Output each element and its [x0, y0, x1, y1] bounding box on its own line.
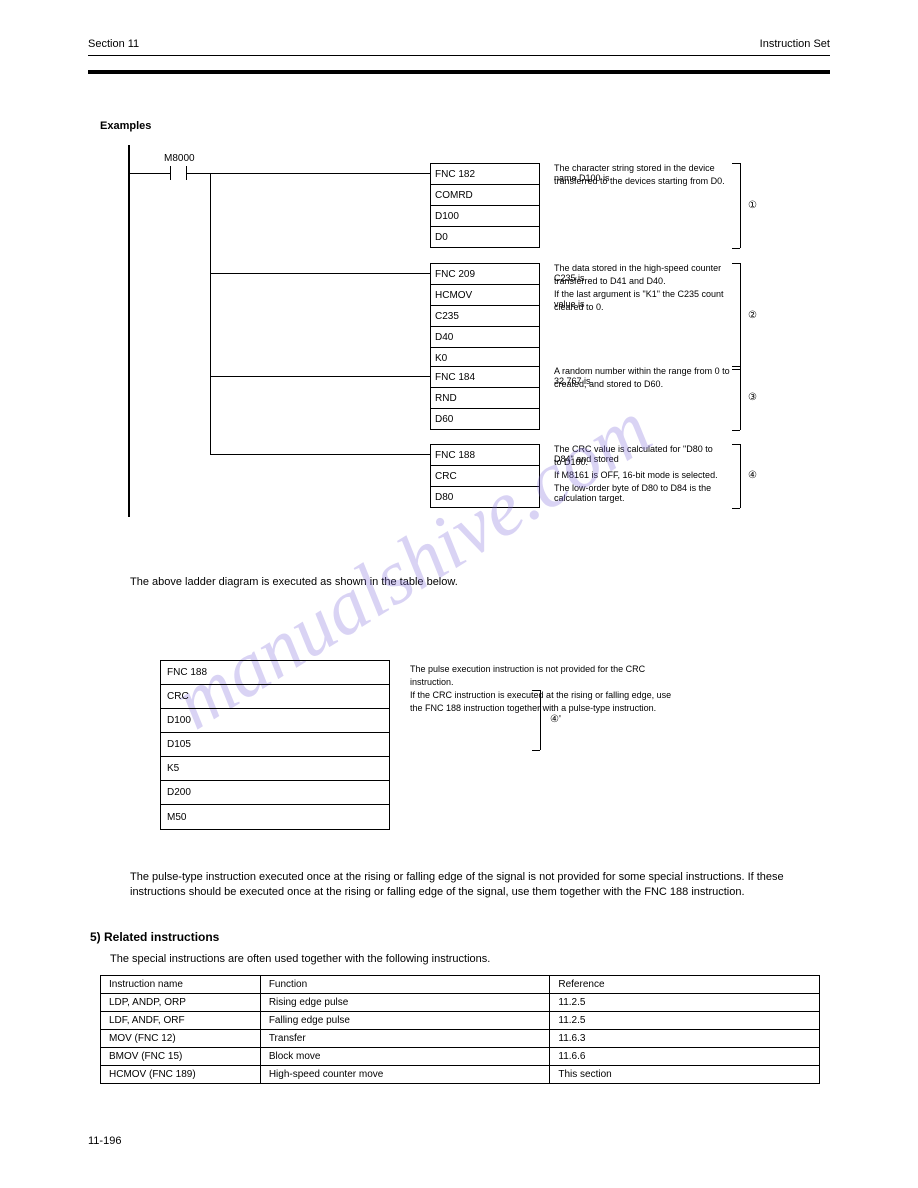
instruction-cell: CRC [430, 465, 540, 487]
instruction-cell: C235 [430, 305, 540, 327]
note-line: to D100. [554, 457, 734, 467]
table-cell: Rising edge pulse [260, 994, 550, 1012]
note-line: If the CRC instruction is executed at th… [410, 690, 770, 700]
instruction-cell: D80 [430, 486, 540, 508]
header-left: Section 11 [88, 38, 139, 50]
rung-line [210, 454, 430, 455]
pulse-row: FNC 188 [161, 661, 389, 685]
bracket-label: ③ [748, 392, 757, 403]
contact-label: M8000 [164, 153, 195, 164]
header-rule-thick [88, 70, 830, 74]
related-intro: The special instructions are often used … [110, 952, 490, 967]
bracket [740, 163, 741, 248]
header-rule-thin [88, 55, 830, 56]
header-right: Instruction Set [760, 38, 830, 50]
note-line: The pulse execution instruction is not p… [410, 664, 770, 674]
bracket [732, 508, 740, 509]
table-cell: LDF, ANDF, ORF [101, 1012, 261, 1030]
table-row: LDP, ANDP, ORPRising edge pulse11.2.5 [101, 994, 820, 1012]
table-cell: This section [550, 1066, 820, 1084]
table-cell: Transfer [260, 1030, 550, 1048]
pulse-row: D105 [161, 733, 389, 757]
table-cell: BMOV (FNC 15) [101, 1048, 261, 1066]
pulse-row: CRC [161, 685, 389, 709]
note-line: transferred to D41 and D40. [554, 276, 734, 286]
page-number: 11-196 [88, 1135, 121, 1147]
instruction-cell: D40 [430, 326, 540, 348]
instruction-cell: HCMOV [430, 284, 540, 306]
note-paragraph: The pulse-type instruction executed once… [130, 870, 810, 900]
bracket [740, 366, 741, 430]
note-line: transferred to the devices starting from… [554, 176, 734, 186]
table-cell: LDP, ANDP, ORP [101, 994, 261, 1012]
bracket-label: ① [748, 200, 757, 211]
instruction-cell: FNC 184 [430, 366, 540, 388]
table-cell: MOV (FNC 12) [101, 1030, 261, 1048]
table-cell: High-speed counter move [260, 1066, 550, 1084]
table-row: BMOV (FNC 15)Block move11.6.6 [101, 1048, 820, 1066]
instruction-cell: FNC 209 [430, 263, 540, 285]
instruction-cell: D100 [430, 205, 540, 227]
instruction-cell: FNC 182 [430, 163, 540, 185]
branch-line [210, 173, 211, 454]
related-title: 5) Related instructions [90, 930, 219, 944]
note-line: the FNC 188 instruction together with a … [410, 703, 770, 713]
instruction-cell: D0 [430, 226, 540, 248]
rung-line [210, 273, 430, 274]
bracket-label: ④ [748, 470, 757, 481]
note-line: The low-order byte of D80 to D84 is the … [554, 483, 734, 503]
pulse-row: M50 [161, 805, 389, 829]
table-header: Reference [550, 976, 820, 994]
table-cell: 11.2.5 [550, 994, 820, 1012]
note-line: If M8161 is OFF, 16-bit mode is selected… [554, 470, 734, 480]
table-header: Function [260, 976, 550, 994]
bracket [532, 750, 540, 751]
pulse-box: FNC 188CRCD100D105K5D200M50 [160, 660, 390, 830]
bracket-label: ④' [550, 714, 561, 725]
table-row: MOV (FNC 12)Transfer11.6.3 [101, 1030, 820, 1048]
ladder-rail [128, 145, 130, 517]
related-instructions-table: Instruction nameFunctionReferenceLDP, AN… [100, 975, 820, 1084]
instruction-cell: D60 [430, 408, 540, 430]
table-cell: 11.6.6 [550, 1048, 820, 1066]
pulse-row: D200 [161, 781, 389, 805]
table-row: LDF, ANDF, ORFFalling edge pulse11.2.5 [101, 1012, 820, 1030]
table-cell: Falling edge pulse [260, 1012, 550, 1030]
bracket [740, 263, 741, 369]
rung-line [210, 376, 430, 377]
pulse-row: K5 [161, 757, 389, 781]
contact-gap [170, 171, 186, 176]
table-cell: 11.2.5 [550, 1012, 820, 1030]
contact-left [170, 166, 171, 180]
table-cell: HCMOV (FNC 189) [101, 1066, 261, 1084]
instruction-cell: RND [430, 387, 540, 409]
contact-right [186, 166, 187, 180]
exec-paragraph: The above ladder diagram is executed as … [130, 575, 770, 590]
bracket [732, 430, 740, 431]
note-line: created, and stored to D60. [554, 379, 734, 389]
instruction-cell: COMRD [430, 184, 540, 206]
bracket-label: ② [748, 310, 757, 321]
pulse-row: D100 [161, 709, 389, 733]
table-cell: Block move [260, 1048, 550, 1066]
examples-title: Examples [100, 120, 151, 132]
note-line: cleared to 0. [554, 302, 734, 312]
bracket [732, 248, 740, 249]
note-line: instruction. [410, 677, 770, 687]
instruction-cell: FNC 188 [430, 444, 540, 466]
bracket [740, 444, 741, 508]
table-row: HCMOV (FNC 189)High-speed counter moveTh… [101, 1066, 820, 1084]
table-cell: 11.6.3 [550, 1030, 820, 1048]
table-header: Instruction name [101, 976, 261, 994]
